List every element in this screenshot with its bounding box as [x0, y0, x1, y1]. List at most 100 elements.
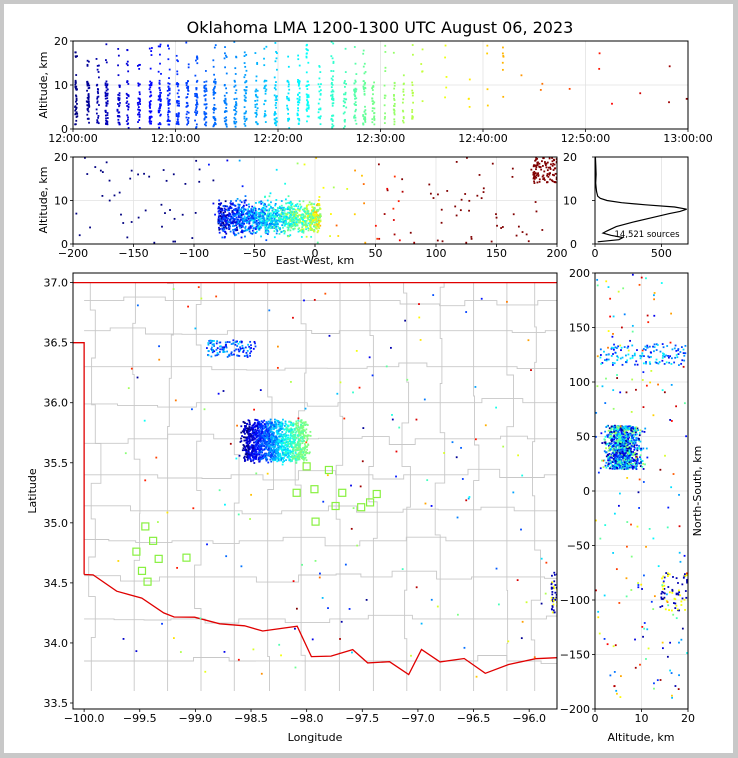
source-point	[637, 491, 640, 494]
source-point	[104, 93, 107, 95]
source-point	[250, 347, 252, 349]
source-point	[248, 205, 251, 208]
county-line	[84, 327, 557, 335]
source-point	[271, 446, 274, 448]
source-point	[274, 84, 277, 87]
source-point	[266, 209, 268, 212]
source-point	[214, 213, 216, 216]
source-point	[177, 89, 180, 92]
source-point	[251, 205, 254, 208]
source-point	[196, 96, 199, 99]
source-point	[331, 93, 334, 96]
source-point	[264, 226, 267, 229]
source-point	[317, 102, 320, 105]
source-point	[209, 339, 212, 342]
source-point	[302, 426, 305, 429]
source-point	[105, 119, 107, 122]
source-point	[300, 205, 303, 208]
source-point	[297, 218, 300, 221]
source-point	[273, 219, 276, 222]
source-point	[248, 438, 251, 440]
source-point	[309, 216, 311, 218]
source-point	[294, 225, 297, 228]
source-point	[260, 202, 263, 205]
source-point	[240, 340, 243, 343]
source-point	[460, 446, 462, 449]
source-point	[287, 92, 290, 95]
source-point	[292, 212, 295, 215]
source-point	[243, 112, 246, 115]
source-point	[411, 92, 414, 95]
source-point	[150, 122, 152, 125]
source-point	[667, 575, 669, 577]
source-point	[251, 211, 253, 213]
source-point	[280, 423, 283, 426]
source-point	[254, 437, 257, 440]
source-point	[331, 94, 334, 97]
source-point	[294, 451, 297, 454]
source-point	[224, 220, 227, 223]
source-point	[265, 225, 268, 228]
source-point	[393, 233, 396, 236]
source-point	[211, 351, 214, 354]
source-point	[105, 117, 107, 120]
source-point	[392, 51, 395, 54]
source-point	[284, 450, 287, 452]
source-point	[242, 217, 245, 220]
source-point	[302, 224, 305, 227]
source-point	[237, 221, 240, 224]
source-point	[402, 74, 405, 77]
source-point	[628, 461, 631, 464]
source-point	[257, 226, 259, 228]
source-point	[253, 449, 256, 451]
source-point	[285, 448, 287, 451]
source-point	[185, 84, 188, 87]
source-point	[272, 441, 275, 444]
source-point	[225, 92, 228, 94]
source-point	[255, 223, 258, 225]
source-point	[225, 123, 228, 126]
source-point	[239, 218, 242, 221]
source-point	[272, 457, 275, 460]
source-point	[539, 166, 541, 169]
map-tick-label-y: 35.0	[44, 517, 69, 530]
source-point	[675, 354, 678, 356]
source-point	[285, 202, 288, 205]
source-point	[293, 223, 296, 226]
source-point	[235, 216, 238, 219]
source-point	[289, 434, 292, 437]
source-point	[213, 118, 216, 121]
source-point	[299, 203, 302, 206]
source-point	[461, 478, 464, 480]
source-point	[176, 118, 179, 121]
source-point	[269, 424, 272, 427]
source-point	[232, 220, 234, 223]
source-point	[251, 452, 254, 455]
source-point	[298, 449, 300, 451]
source-point	[264, 423, 267, 426]
source-point	[287, 195, 290, 198]
source-point	[286, 107, 289, 110]
source-point	[299, 436, 302, 439]
source-point	[317, 199, 320, 202]
source-point	[295, 443, 298, 446]
source-point	[308, 451, 311, 454]
source-point	[258, 437, 261, 440]
source-point	[302, 231, 305, 234]
source-point	[398, 239, 401, 242]
source-point	[255, 95, 258, 98]
source-point	[241, 222, 244, 224]
source-point	[297, 426, 300, 429]
source-point	[445, 86, 448, 89]
source-point	[204, 84, 207, 87]
source-point	[247, 428, 249, 431]
source-point	[601, 442, 604, 444]
source-point	[258, 222, 261, 225]
source-point	[298, 79, 300, 82]
source-point	[223, 216, 226, 219]
source-point	[266, 430, 269, 433]
source-point	[247, 217, 250, 220]
source-point	[621, 442, 624, 444]
source-point	[203, 111, 206, 113]
